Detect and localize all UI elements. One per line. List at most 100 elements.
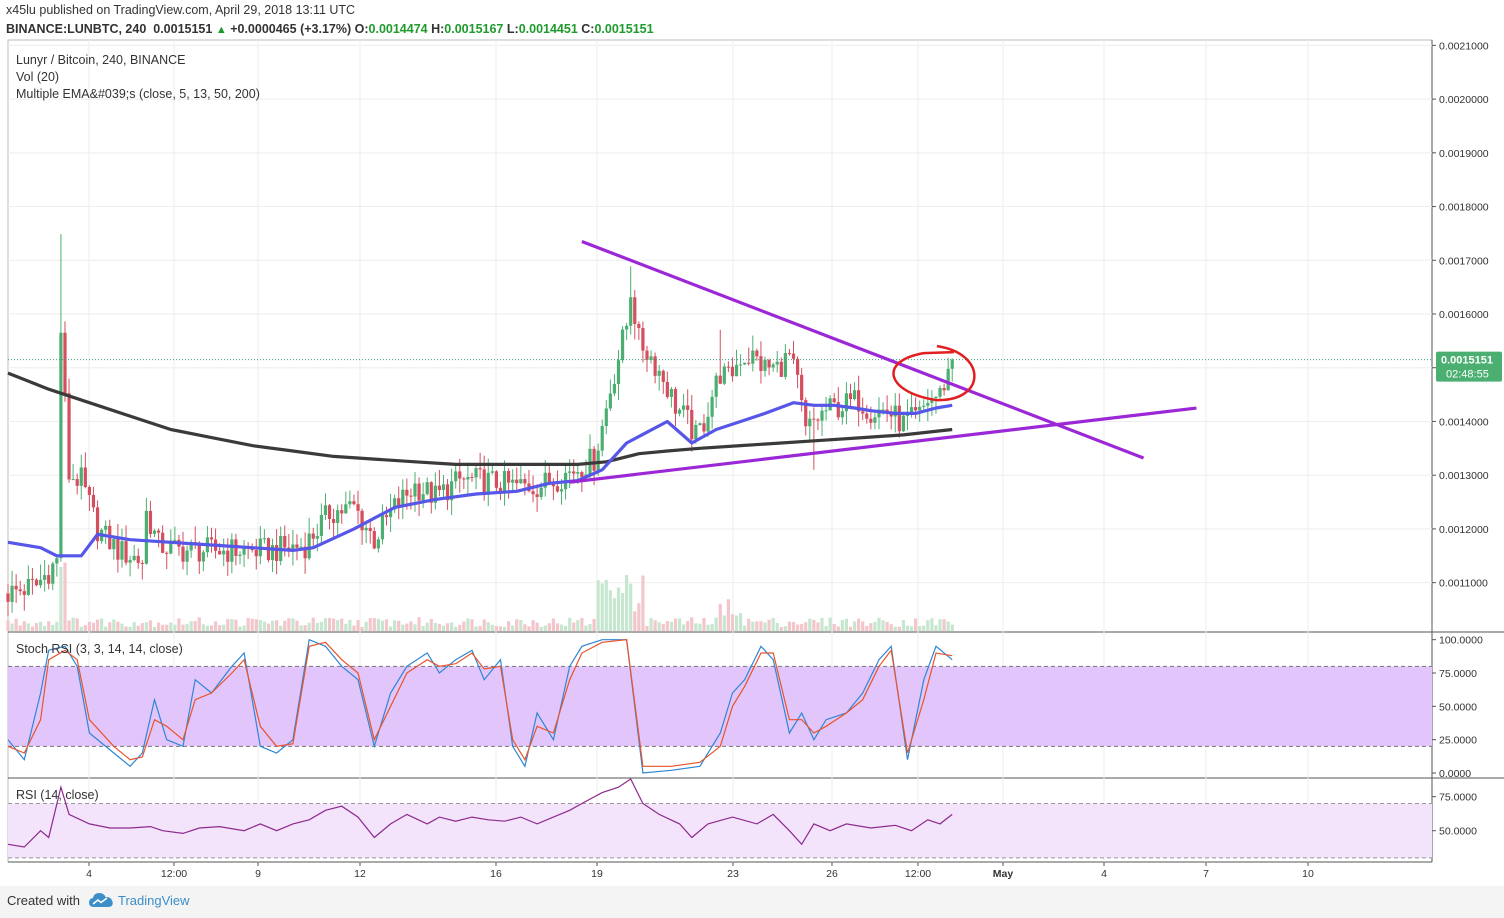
candle-body	[511, 479, 515, 483]
candle-body	[718, 375, 722, 384]
candle-body	[694, 424, 698, 440]
candle-body	[181, 546, 185, 562]
volume-bar	[185, 624, 189, 631]
time-tick-label: May	[993, 868, 1014, 880]
candle-body	[63, 332, 67, 394]
volume-bar	[840, 620, 844, 631]
candle-body	[270, 545, 275, 561]
candle-body	[498, 487, 503, 494]
candle-body	[482, 469, 486, 494]
candle-body	[38, 579, 43, 586]
candle-body	[230, 539, 234, 562]
candle-body	[759, 356, 763, 371]
candle-body	[523, 479, 527, 484]
open-value: 0.0014474	[368, 22, 428, 36]
candle-body	[893, 405, 897, 417]
price-tick-label: 0.0019000	[1439, 148, 1489, 160]
volume-bar	[694, 623, 698, 631]
tradingview-brand-link[interactable]: TradingView	[118, 893, 190, 908]
volume-bar	[877, 617, 881, 631]
candle-body	[201, 552, 205, 562]
candle-body	[18, 589, 22, 592]
candle-body	[360, 510, 364, 531]
volume-bar	[791, 622, 796, 631]
candle-body	[152, 530, 157, 534]
volume-legend[interactable]: Vol (20)	[16, 70, 60, 84]
candle-body	[804, 400, 808, 427]
candle-body	[572, 471, 576, 474]
candle-body	[852, 390, 857, 400]
chart-canvas[interactable]: 0.0021000 0.0020000 0.0019000 0.0018000 0.00…	[0, 0, 1504, 886]
author-name[interactable]: x45lu	[6, 3, 36, 17]
volume-bar	[922, 625, 926, 631]
volume-bar	[572, 622, 576, 631]
price-tick-label: 0.0014000	[1439, 416, 1489, 428]
candle-body	[836, 402, 840, 418]
candle-body	[669, 388, 674, 397]
candle-body	[787, 353, 792, 355]
candle-body	[104, 525, 108, 530]
volume-bar	[795, 624, 800, 631]
candle-body	[6, 593, 10, 602]
volume-bar	[832, 624, 836, 631]
volume-bar	[620, 593, 625, 631]
candle-body	[779, 361, 783, 377]
main-pane-title[interactable]: Lunyr / Bitcoin, 240, BINANCE	[16, 53, 186, 67]
volume-bar	[323, 618, 328, 631]
candle-body	[397, 498, 401, 507]
volume-bar	[275, 620, 279, 631]
candle-body	[812, 418, 816, 420]
volume-bar	[266, 623, 271, 631]
current-price-badge	[1436, 351, 1502, 382]
candle-body	[848, 393, 853, 400]
candle-body	[75, 479, 79, 486]
volume-bar	[63, 562, 67, 631]
time-tick-label: 16	[490, 868, 502, 880]
rsi-line	[7, 778, 953, 848]
highlight-circle-annotation	[892, 344, 976, 402]
volume-bar	[625, 574, 629, 631]
volume-bar	[718, 603, 722, 631]
candle-body	[401, 489, 405, 507]
candle-body	[222, 550, 226, 555]
candle-body	[869, 418, 873, 423]
price-tick-label: 0.0016000	[1439, 309, 1489, 321]
candle-body	[79, 467, 83, 486]
candle-body	[568, 471, 572, 473]
bar-countdown: 02:48:55	[1446, 369, 1489, 381]
ema-200-line	[7, 371, 953, 466]
time-tick-label: 23	[727, 868, 739, 880]
candle-body	[140, 562, 144, 564]
candle-body	[633, 297, 637, 324]
candle-body	[555, 486, 560, 492]
volume-bar	[311, 617, 315, 631]
volume-bar	[454, 626, 458, 631]
candle-body	[315, 536, 319, 539]
candle-body	[726, 366, 730, 368]
descending-trendline	[581, 239, 1145, 460]
candle-body	[356, 504, 360, 511]
candle-body	[83, 467, 87, 488]
candle-body	[942, 387, 946, 391]
last-price: 0.0015151	[153, 22, 213, 36]
volume-bar	[307, 622, 311, 631]
ema-legend[interactable]: Multiple EMA&#039;s (close, 5, 13, 50, 2…	[16, 87, 260, 101]
stoch-rsi-legend[interactable]: Stoch RSI (3, 3, 14, 14, close)	[16, 642, 183, 656]
volume-bar	[608, 590, 612, 631]
price-tick-label: 0.0011000	[1439, 578, 1488, 590]
volume-bar	[629, 583, 633, 631]
candle-body	[91, 494, 96, 508]
ascending-trendline	[569, 406, 1197, 484]
candle-body	[588, 448, 592, 475]
rsi-legend[interactable]: RSI (14, close)	[16, 788, 99, 802]
volume-bar	[743, 625, 747, 631]
volume-bar	[279, 625, 283, 631]
candle-body	[185, 550, 189, 562]
volume-bar	[568, 617, 572, 631]
candle-body	[629, 297, 633, 326]
candle-body	[433, 485, 437, 503]
volume-bar	[739, 613, 743, 631]
low-label: L:	[506, 22, 519, 36]
volume-bar	[498, 626, 503, 631]
volume-bar	[775, 622, 779, 631]
